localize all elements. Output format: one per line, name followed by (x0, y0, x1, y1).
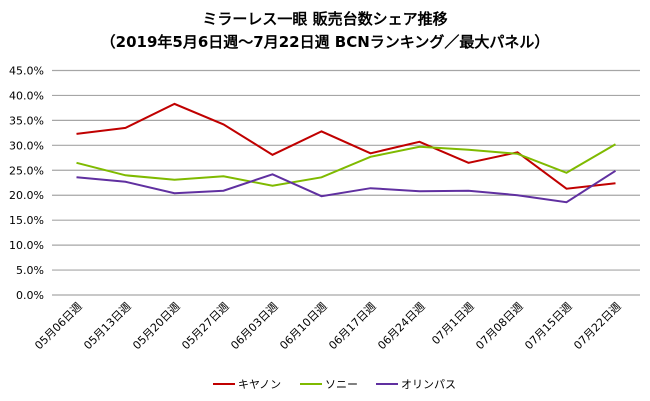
y-tick-label: 0.0% (16, 289, 44, 302)
series-line-ソニー (76, 143, 617, 187)
series-line-キヤノン (76, 102, 616, 190)
y-tick-label: 15.0% (9, 214, 44, 227)
x-tick-label: 05月13日週 (81, 300, 133, 352)
x-tick-label: 05月06日週 (32, 300, 84, 352)
x-tick-label: 07月15日週 (522, 300, 574, 352)
y-tick-label: 35.0% (9, 114, 44, 127)
x-tick-label: 07月22日週 (571, 300, 623, 352)
y-tick-label: 10.0% (9, 239, 44, 252)
x-tick-label: 05月20日週 (130, 300, 182, 352)
y-tick-label: 30.0% (9, 139, 44, 152)
x-tick-label: 07月08日週 (473, 300, 525, 352)
y-tick-label: 40.0% (9, 89, 44, 102)
y-tick-label: 5.0% (16, 264, 44, 277)
x-tick-label: 07月1日週 (429, 300, 476, 347)
y-tick-label: 45.0% (9, 65, 44, 78)
y-tick-label: 25.0% (9, 164, 44, 177)
legend-label: オリンパス (401, 378, 456, 391)
chart-subtitle: （2019年5月6日週～7月22日週 BCNランキング／最大パネル） (100, 33, 550, 51)
y-tick-label: 20.0% (9, 189, 44, 202)
series-line-オリンパス (76, 169, 617, 204)
x-tick-label: 06月03日週 (228, 300, 280, 352)
legend-label: ソニー (325, 378, 358, 391)
x-tick-label: 06月17日週 (326, 300, 378, 352)
x-tick-label: 06月24日週 (375, 300, 427, 352)
legend-label: キヤノン (238, 378, 281, 391)
x-tick-label: 05月27日週 (179, 300, 231, 352)
x-tick-label: 06月10日週 (277, 300, 329, 352)
chart-title: ミラーレス一眼 販売台数シェア推移 (202, 10, 448, 28)
